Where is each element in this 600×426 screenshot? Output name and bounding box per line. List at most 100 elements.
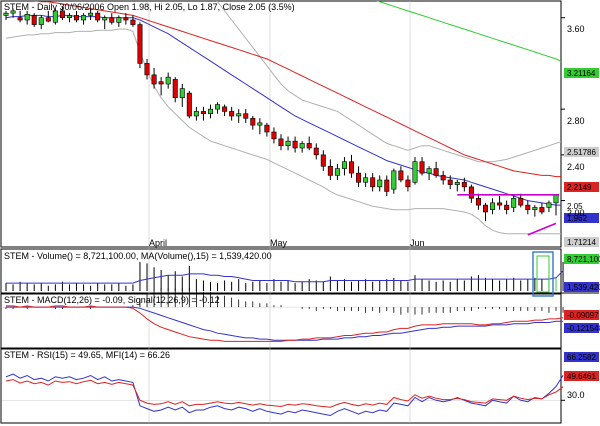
volume-value-label: 8,721,100 xyxy=(567,255,600,264)
candle-body xyxy=(271,131,277,140)
candle-body xyxy=(200,111,206,115)
candle-body xyxy=(377,179,383,188)
ma50-value-label: 2.2149 xyxy=(567,183,592,192)
mfi-line xyxy=(5,373,564,417)
candle-body xyxy=(447,179,453,185)
candle-body xyxy=(193,111,199,117)
rsi-value-label: 49.6461 xyxy=(567,372,596,381)
candle-body xyxy=(109,17,115,23)
candle-body xyxy=(490,202,496,211)
volume-panel-title: STEM - Volume() = 8,721,100.00, MA(Volum… xyxy=(4,251,272,261)
value-badge-bg xyxy=(564,213,599,223)
candle-body xyxy=(475,197,481,206)
candle-body xyxy=(186,92,192,117)
value-badge-bg xyxy=(564,310,599,320)
value-badge-bg xyxy=(564,323,599,333)
candle-body xyxy=(207,108,213,115)
candle-body xyxy=(285,140,291,147)
candle-body xyxy=(440,175,446,181)
price-panel-frame xyxy=(0,0,562,248)
candle-body xyxy=(327,165,333,176)
candle-body xyxy=(264,124,270,133)
macd-value-label: -0.09097 xyxy=(567,311,599,320)
volume-spike-box xyxy=(536,255,550,293)
month-label-jun: Jun xyxy=(410,238,425,248)
candle-body xyxy=(349,161,355,174)
candle-body xyxy=(426,168,432,174)
candle-body xyxy=(320,154,326,167)
value-badge-bg xyxy=(564,282,599,292)
candle-body xyxy=(454,181,460,185)
candle-body xyxy=(553,194,559,204)
candle-body xyxy=(313,147,319,156)
candle-body xyxy=(539,207,545,213)
candle-body xyxy=(292,140,298,149)
candle-body xyxy=(17,17,23,21)
value-badges xyxy=(564,68,599,381)
candle-body xyxy=(518,197,524,206)
candle-body xyxy=(334,168,340,176)
candle-body xyxy=(250,117,256,126)
candle-body xyxy=(482,204,488,213)
rsi-mfi-lines xyxy=(2,373,564,417)
candle-body xyxy=(172,79,178,99)
mfi-value-label: 66.2582 xyxy=(567,353,596,362)
volume-ma-value-label: 1,539,420 xyxy=(567,283,600,292)
value-badge-bg xyxy=(564,254,599,264)
rsi-line xyxy=(5,379,564,408)
macd-panel-frame xyxy=(0,293,562,349)
candle-body xyxy=(257,122,263,126)
candle-body xyxy=(88,12,94,16)
candle-body xyxy=(215,104,221,110)
ma200-line xyxy=(375,1,561,62)
value-badge-bg xyxy=(564,237,599,247)
candle-body xyxy=(497,202,503,206)
month-label-may: May xyxy=(270,238,288,248)
candle-body xyxy=(95,12,101,21)
annotations xyxy=(457,194,559,236)
candle-body xyxy=(179,88,185,99)
candle-body xyxy=(130,19,136,25)
bollinger-bands xyxy=(5,1,561,235)
candle-body xyxy=(81,15,87,21)
value-badge-bg xyxy=(564,352,599,362)
volume-bars xyxy=(5,251,564,297)
candle-body xyxy=(24,13,30,21)
value-badge-bg xyxy=(564,68,599,78)
ma20-value-label: 1.962 xyxy=(567,214,588,223)
support-line xyxy=(527,222,557,236)
y-tick-label: 3.60 xyxy=(567,24,585,34)
y-tick-label: 2.00 xyxy=(567,208,585,218)
candle-body xyxy=(158,81,164,85)
candle-body xyxy=(144,63,150,76)
candle-body xyxy=(504,204,510,211)
rsi-panel-frame xyxy=(0,348,562,424)
value-badge-bg xyxy=(564,182,599,192)
candle-body xyxy=(511,197,517,208)
candle-body xyxy=(59,10,65,19)
macd-panel-title: STEM - MACD(12,26) = -0.09, Signal(12,26… xyxy=(4,295,220,305)
candle-body xyxy=(546,202,552,208)
candle-body xyxy=(102,17,108,21)
macd-lines xyxy=(2,288,564,342)
candle-body xyxy=(151,74,157,85)
candle-body xyxy=(3,12,9,16)
y-tick-label: 2.40 xyxy=(567,162,585,172)
candle-body xyxy=(363,177,369,183)
candle-body xyxy=(419,161,425,174)
close-value-label: 2.05 xyxy=(567,202,583,211)
month-label-april: April xyxy=(149,238,167,248)
candle-body xyxy=(398,170,404,181)
macd-line xyxy=(6,305,564,342)
candle-body xyxy=(45,17,51,22)
volume-ma-line xyxy=(6,270,564,284)
candle-body xyxy=(137,24,143,64)
candle-body xyxy=(229,111,235,117)
candlesticks xyxy=(3,6,559,222)
candle-body xyxy=(236,113,242,117)
candle-body xyxy=(116,17,122,23)
candle-body xyxy=(532,207,538,211)
candle-body xyxy=(525,204,531,211)
bb-lower-value-label: 1.71214 xyxy=(567,238,596,247)
